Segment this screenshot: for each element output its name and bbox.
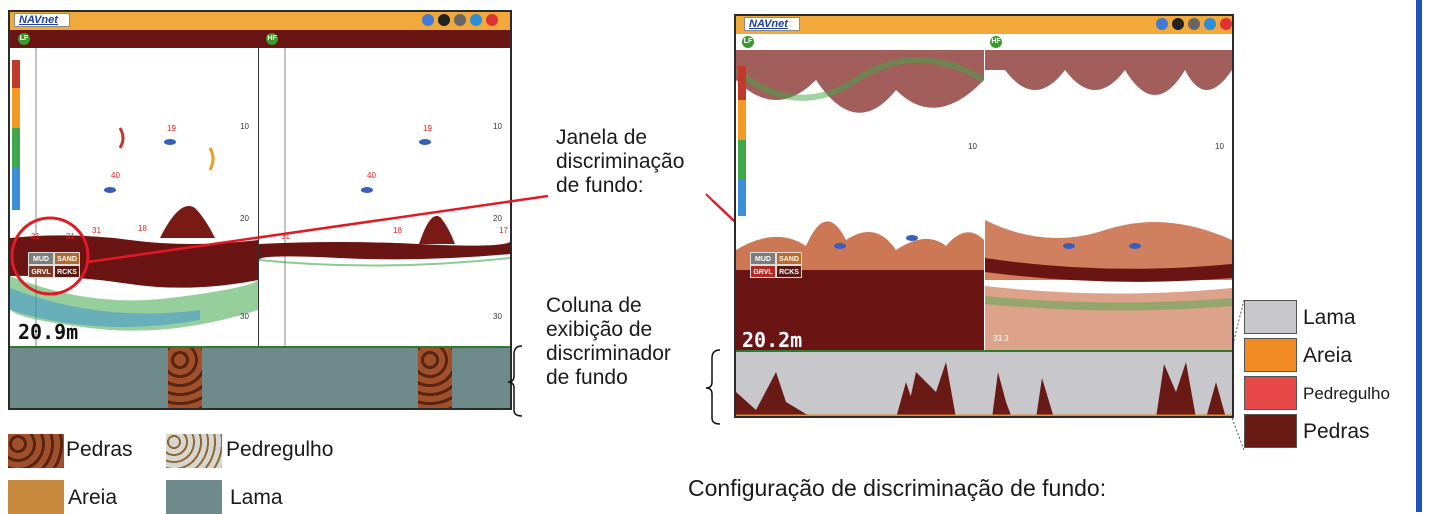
lf-echogram: 10 MUD SAND GRVL RCKS 20.2m xyxy=(736,50,984,350)
mud-color-box xyxy=(1244,300,1297,334)
rocks-color-box xyxy=(1244,414,1297,448)
hf-echogram: 10 33.3 xyxy=(985,50,1232,350)
rocks-texture xyxy=(418,348,452,408)
warning-icon[interactable] xyxy=(1220,18,1232,30)
gravel-color-label: Pedregulho xyxy=(1303,384,1390,403)
fish-depth-label: 31 xyxy=(281,232,290,241)
depth-tick: 10 xyxy=(240,122,249,131)
window-annotation-line: discriminação xyxy=(556,150,685,173)
pane-header xyxy=(10,30,510,48)
top-bar xyxy=(10,12,510,30)
hf-echo-graphic xyxy=(259,48,510,346)
mud-label: MUD xyxy=(750,252,776,265)
bottom-discriminator-column xyxy=(10,346,510,408)
toolbar-icons[interactable] xyxy=(1156,18,1232,30)
sand-color-label: Areia xyxy=(1303,344,1353,367)
rocks-swatch xyxy=(8,434,64,468)
globe-icon[interactable] xyxy=(470,14,482,26)
mud-color-label: Lama xyxy=(1303,306,1356,329)
mud-label: MUD xyxy=(28,252,54,265)
fish-depth-label: 17 xyxy=(499,226,508,235)
window-annotation-line: Janela de xyxy=(556,126,648,149)
bottom-discriminator-column xyxy=(736,350,1232,416)
column-annotation: Coluna de exibição de discriminador de f… xyxy=(536,294,671,390)
depth-readout: 20.2m xyxy=(742,328,803,350)
target-icon[interactable] xyxy=(1172,18,1184,30)
lf-badge[interactable]: LF xyxy=(742,36,754,48)
target-icon[interactable] xyxy=(438,14,450,26)
boat-icon[interactable] xyxy=(454,14,466,26)
gravel-legend-label: Pedregulho xyxy=(226,438,334,461)
top-bar xyxy=(736,16,1232,34)
fish-depth-label: 31 xyxy=(92,226,101,235)
gravel-label: GRVL xyxy=(750,265,776,278)
column-annotation-line: exibição de xyxy=(546,318,653,341)
depth-tick: 10 xyxy=(493,122,502,131)
column-annotation-line: Coluna de xyxy=(546,294,642,317)
config-title: Configuração de discriminação de fundo: xyxy=(688,475,1107,501)
fish-depth-label: 18 xyxy=(138,224,147,233)
depth-readout: 20.9m xyxy=(18,320,79,344)
gravel-label: GRVL xyxy=(28,265,54,278)
depth-tick: 20 xyxy=(493,214,502,223)
rocks-label: RCKS xyxy=(776,265,802,278)
fish-depth-label: 31 xyxy=(66,232,75,241)
hf-badge[interactable]: HF xyxy=(266,33,278,45)
fish-depth-label: 18 xyxy=(393,226,402,235)
toolbar-icons[interactable] xyxy=(422,14,498,26)
gravel-swatch xyxy=(166,434,222,468)
display-icon[interactable] xyxy=(1156,18,1168,30)
brand-logo: NAVnet xyxy=(14,13,70,27)
depth-tick: 10 xyxy=(968,142,977,151)
warning-icon[interactable] xyxy=(486,14,498,26)
fish-depth-label: 19 xyxy=(167,124,176,133)
rocks-label: RCKS xyxy=(54,265,80,278)
pane-header xyxy=(736,34,1232,40)
depth-tick: 20 xyxy=(240,214,249,223)
hf-badge[interactable]: HF xyxy=(990,36,1002,48)
small-readout: 33.3 xyxy=(993,334,1009,343)
gravel-color-box xyxy=(1244,376,1297,410)
depth-tick: 30 xyxy=(493,312,502,321)
window-annotation-line: de fundo: xyxy=(556,174,644,197)
column-annotation-line: de fundo xyxy=(546,366,628,389)
left-echo-display: NAVnet LF HF 10 20 30 19 40 31 xyxy=(8,10,512,410)
lf-echogram: 10 20 30 19 40 31 31 31 18 MUD SAND GRVL… xyxy=(10,48,258,346)
sand-label: SAND xyxy=(776,252,802,265)
pane-divider xyxy=(984,50,985,416)
sand-swatch xyxy=(8,480,64,514)
mud-swatch xyxy=(166,480,222,514)
rocks-legend-label: Pedras xyxy=(66,438,133,461)
hf-echogram: 10 20 30 19 40 31 18 17 xyxy=(259,48,510,346)
boat-icon[interactable] xyxy=(1188,18,1200,30)
rocks-texture xyxy=(168,348,202,408)
right-echo-display: NAVnet LF HF 10 MUD SAND GRVL RCKS 20.2m xyxy=(734,14,1234,418)
discriminator-profile xyxy=(736,362,1232,416)
fish-depth-label: 40 xyxy=(111,171,120,180)
column-annotation-line: discriminador xyxy=(546,342,671,365)
sand-color-box xyxy=(1244,338,1297,372)
rocks-color-label: Pedras xyxy=(1303,420,1370,443)
brand-logo: NAVnet xyxy=(744,17,800,31)
hf-echo-graphic xyxy=(985,50,1232,350)
fish-depth-label: 40 xyxy=(367,171,376,180)
page-frame-bar xyxy=(1416,0,1422,512)
mud-legend-label: Lama xyxy=(230,486,283,509)
sand-label: SAND xyxy=(54,252,80,265)
lf-badge[interactable]: LF xyxy=(18,33,30,45)
lf-echo-graphic xyxy=(736,50,984,350)
globe-icon[interactable] xyxy=(1204,18,1216,30)
lf-echo-graphic xyxy=(10,48,258,346)
display-icon[interactable] xyxy=(422,14,434,26)
sand-legend-label: Areia xyxy=(68,486,118,509)
window-annotation: Janela de discriminação de fundo: xyxy=(556,126,684,198)
fish-depth-label: 31 xyxy=(31,232,40,241)
fish-depth-label: 19 xyxy=(423,124,432,133)
depth-tick: 30 xyxy=(240,312,249,321)
depth-tick: 10 xyxy=(1215,142,1224,151)
